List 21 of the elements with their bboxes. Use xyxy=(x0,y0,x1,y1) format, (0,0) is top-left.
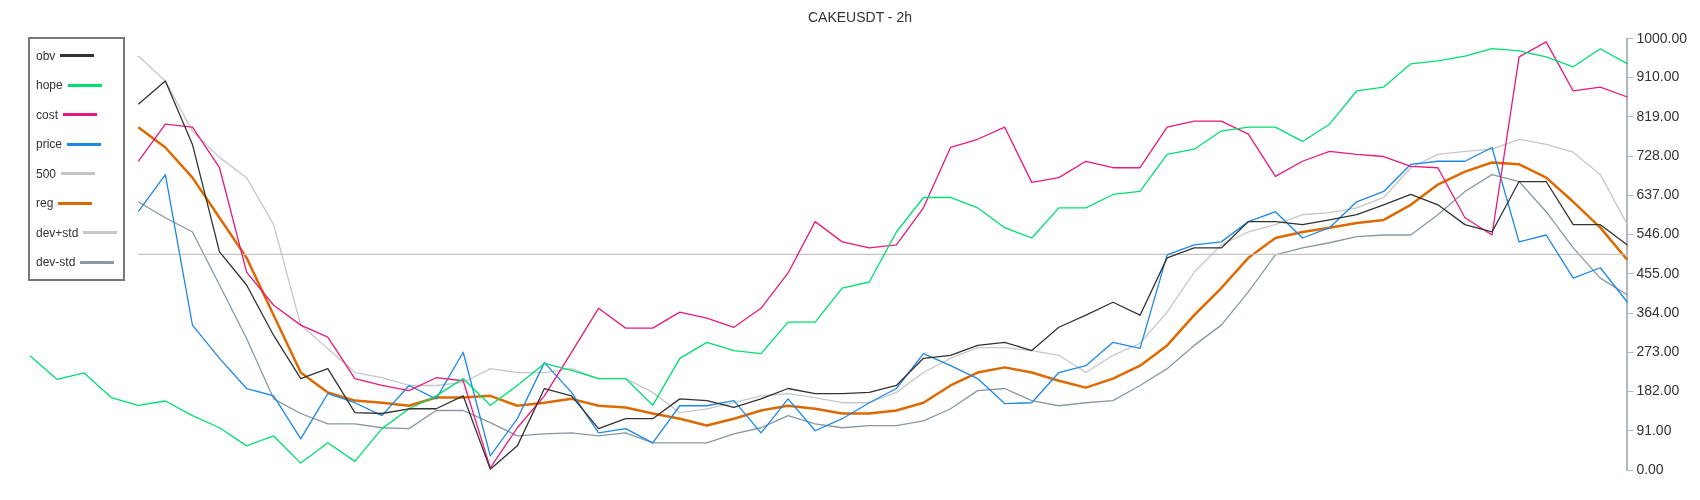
legend-label: hope xyxy=(36,78,63,93)
legend-label: price xyxy=(36,137,63,152)
y-tick-label: 910.00 xyxy=(1636,68,1680,85)
legend-label: reg xyxy=(36,196,54,211)
legend-label: 500 xyxy=(36,166,57,181)
y-tick-label: 637.00 xyxy=(1636,186,1680,203)
y-tick-label: 0.00 xyxy=(1636,460,1664,477)
y-tick-label: 1000.00 xyxy=(1636,29,1688,46)
legend-label: dev-std xyxy=(36,255,76,270)
legend-label: obv xyxy=(36,48,56,63)
y-tick-label: 364.00 xyxy=(1636,303,1680,320)
y-tick-label: 455.00 xyxy=(1636,264,1680,281)
y-tick-label: 728.00 xyxy=(1636,146,1680,163)
y-tick-label: 91.00 xyxy=(1636,421,1672,438)
legend-label: cost xyxy=(36,107,59,122)
legend-label: dev+std xyxy=(36,225,79,240)
chart-title: CAKEUSDT - 2h xyxy=(808,9,912,26)
y-tick-label: 182.00 xyxy=(1636,382,1680,399)
y-tick-label: 546.00 xyxy=(1636,225,1680,242)
y-tick-label: 819.00 xyxy=(1636,107,1680,124)
y-tick-label: 273.00 xyxy=(1636,343,1680,360)
